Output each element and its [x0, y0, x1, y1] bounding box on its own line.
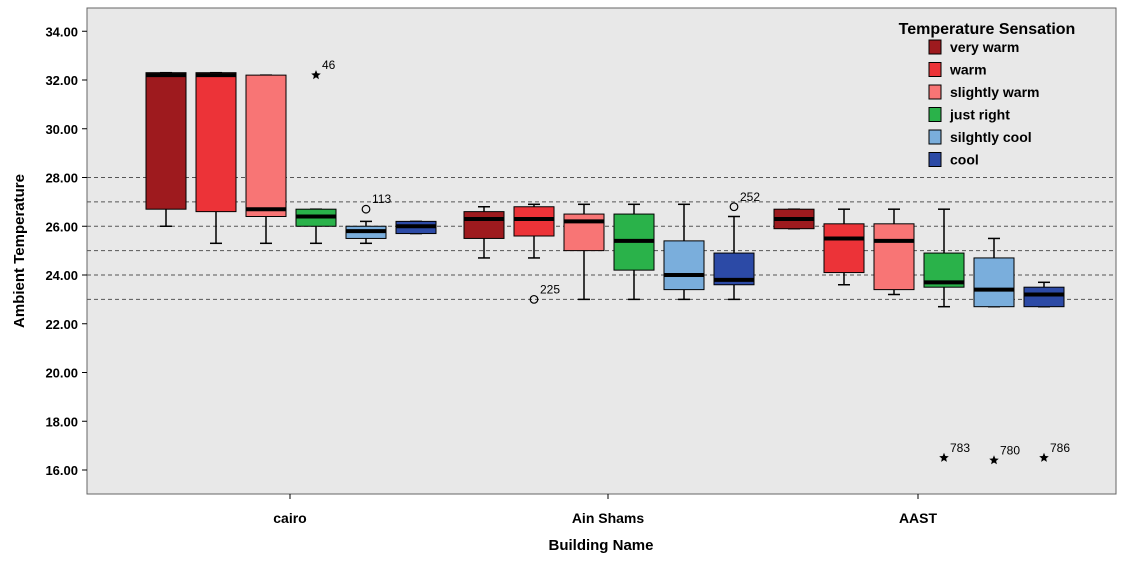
- x-category-label: Ain Shams: [572, 510, 645, 526]
- outlier-label: 46: [322, 58, 336, 72]
- iqr-box: [514, 207, 554, 236]
- legend-title: Temperature Sensation: [899, 21, 1076, 38]
- y-tick-label: 28.00: [45, 171, 78, 186]
- iqr-box: [1024, 287, 1064, 307]
- iqr-box: [874, 224, 914, 290]
- legend-item-label: slightly warm: [950, 84, 1039, 100]
- box-cairo-very-warm: [146, 73, 186, 227]
- y-tick-label: 18.00: [45, 414, 78, 429]
- iqr-box: [664, 241, 704, 290]
- y-axis-title: Ambient Temperature: [11, 174, 28, 328]
- y-tick-label: 16.00: [45, 463, 78, 478]
- iqr-box: [146, 73, 186, 210]
- x-category-label: AAST: [899, 510, 938, 526]
- y-tick-label: 32.00: [45, 73, 78, 88]
- y-tick-label: 24.00: [45, 268, 78, 283]
- iqr-box: [196, 73, 236, 212]
- box-cairo-cool: [396, 221, 436, 233]
- legend-swatch: [929, 153, 941, 167]
- iqr-box: [246, 75, 286, 216]
- legend-item-label: cool: [950, 152, 979, 168]
- legend-swatch: [929, 63, 941, 77]
- legend-item-label: very warm: [950, 39, 1019, 55]
- legend-item-label: silghtly cool: [950, 129, 1032, 145]
- legend-swatch: [929, 40, 941, 54]
- iqr-box: [464, 212, 504, 239]
- y-tick-label: 34.00: [45, 24, 78, 39]
- iqr-box: [824, 224, 864, 273]
- x-axis-title: Building Name: [548, 537, 653, 554]
- legend-swatch: [929, 85, 941, 99]
- legend-swatch: [929, 130, 941, 144]
- y-tick-label: 22.00: [45, 317, 78, 332]
- outlier-label: 780: [1000, 443, 1020, 457]
- legend-item-label: warm: [949, 62, 987, 78]
- outlier-label: 786: [1050, 441, 1070, 455]
- y-tick-label: 30.00: [45, 122, 78, 137]
- legend-item-label: just right: [949, 107, 1010, 123]
- outlier-label: 252: [740, 190, 760, 204]
- outlier-label: 225: [540, 282, 560, 296]
- iqr-box: [974, 258, 1014, 307]
- legend-swatch: [929, 108, 941, 122]
- outlier-label: 783: [950, 441, 970, 455]
- box-aast-very-warm: [774, 209, 814, 229]
- y-tick-label: 26.00: [45, 219, 78, 234]
- x-category-label: cairo: [273, 510, 306, 526]
- y-tick-label: 20.00: [45, 366, 78, 381]
- outlier-label: 113: [372, 192, 391, 206]
